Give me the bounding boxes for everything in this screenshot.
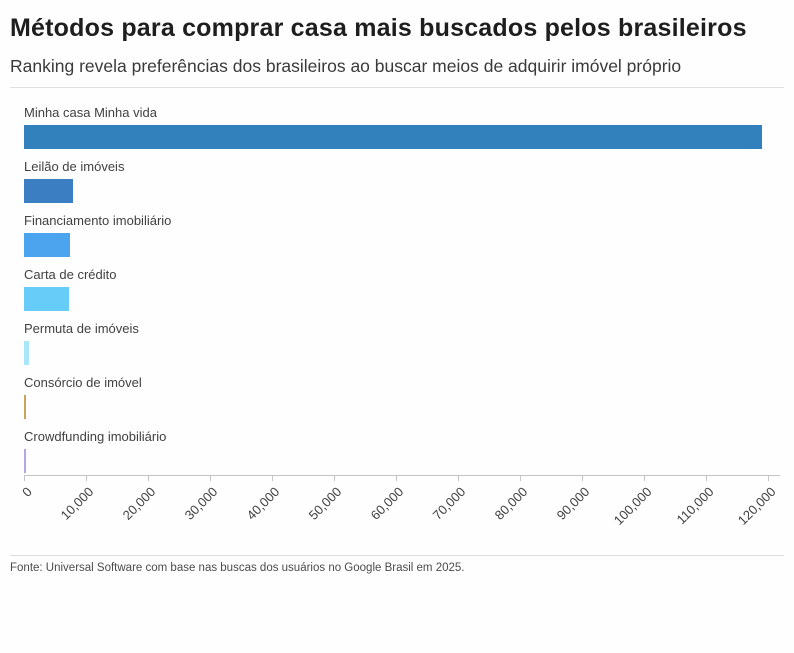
bar-category-label: Consórcio de imóvel: [24, 375, 142, 391]
chart-header: Métodos para comprar casa mais buscados …: [10, 12, 784, 78]
x-axis-tick-label: 120,000: [734, 484, 779, 528]
tick-mark: [396, 476, 397, 482]
source-note: Fonte: Universal Software com base nas b…: [10, 562, 465, 575]
tick-mark: [210, 476, 211, 482]
x-axis-tick-label: 70,000: [429, 484, 469, 523]
footer-divider: [10, 555, 784, 557]
tick-mark: [520, 476, 521, 482]
x-axis-tick-label: 40,000: [243, 484, 283, 523]
header-divider: [10, 87, 784, 89]
x-axis-tick-label: 110,000: [673, 484, 717, 528]
chart-footer: Fonte: Universal Software com base nas b…: [10, 562, 784, 574]
x-axis: 0 10,000 20,000 30,000 40,000 50,000 60,…: [19, 475, 780, 547]
x-axis-tick-label: 10,000: [57, 484, 97, 523]
x-axis-tick-label: 50,000: [305, 484, 345, 523]
bar-crowdfunding-imobiliario: [24, 449, 26, 474]
chart-page: Métodos para comprar casa mais buscados …: [0, 12, 794, 574]
x-axis-tick-label: 0: [18, 484, 35, 500]
bar-row-carta-de-credito: Carta de crédito: [24, 267, 784, 312]
tick-mark: [334, 476, 335, 482]
bar-minha-casa-minha-vida: [24, 125, 762, 150]
bar-category-label: Permuta de imóveis: [24, 321, 139, 337]
x-axis-tick-label: 90,000: [553, 484, 593, 523]
x-axis-tick-label: 80,000: [491, 484, 531, 523]
bar-category-label: Carta de crédito: [24, 267, 117, 283]
tick-mark: [768, 476, 769, 482]
bar-carta-de-credito: [24, 287, 69, 312]
tick-mark: [272, 476, 273, 482]
bar-permuta-de-imoveis: [24, 341, 29, 366]
bar-rows: Minha casa Minha vida Leilão de imóveis …: [24, 105, 784, 474]
page-title: Métodos para comprar casa mais buscados …: [10, 14, 747, 42]
tick-mark: [582, 476, 583, 482]
x-axis-tick-label: 20,000: [119, 484, 159, 523]
bar-row-financiamento-imobiliario: Financiamento imobiliário: [24, 213, 784, 258]
bar-leilao-de-imoveis: [24, 179, 73, 204]
x-axis-tick-label: 100,000: [610, 484, 655, 528]
bar-row-leilao-de-imoveis: Leilão de imóveis: [24, 159, 784, 204]
bar-consorcio-de-imovel: [24, 395, 26, 420]
tick-mark: [86, 476, 87, 482]
x-axis-tick-label: 30,000: [181, 484, 221, 523]
tick-mark: [644, 476, 645, 482]
bar-row-minha-casa-minha-vida: Minha casa Minha vida: [24, 105, 784, 150]
bar-category-label: Crowdfunding imobiliário: [24, 429, 167, 445]
tick-mark: [458, 476, 459, 482]
tick-mark: [706, 476, 707, 482]
tick-mark: [148, 476, 149, 482]
bar-row-consorcio-de-imovel: Consórcio de imóvel: [24, 375, 784, 420]
bar-row-permuta-de-imoveis: Permuta de imóveis: [24, 321, 784, 366]
bar-category-label: Minha casa Minha vida: [24, 105, 157, 121]
bar-financiamento-imobiliario: [24, 233, 70, 258]
page-subtitle: Ranking revela preferências dos brasilei…: [10, 55, 682, 76]
x-axis-tick-label: 60,000: [367, 484, 407, 523]
bar-chart: Minha casa Minha vida Leilão de imóveis …: [19, 105, 784, 547]
bar-row-crowdfunding-imobiliario: Crowdfunding imobiliário: [24, 429, 784, 474]
bar-category-label: Leilão de imóveis: [24, 159, 125, 175]
bar-category-label: Financiamento imobiliário: [24, 213, 172, 229]
tick-mark: [24, 476, 25, 482]
